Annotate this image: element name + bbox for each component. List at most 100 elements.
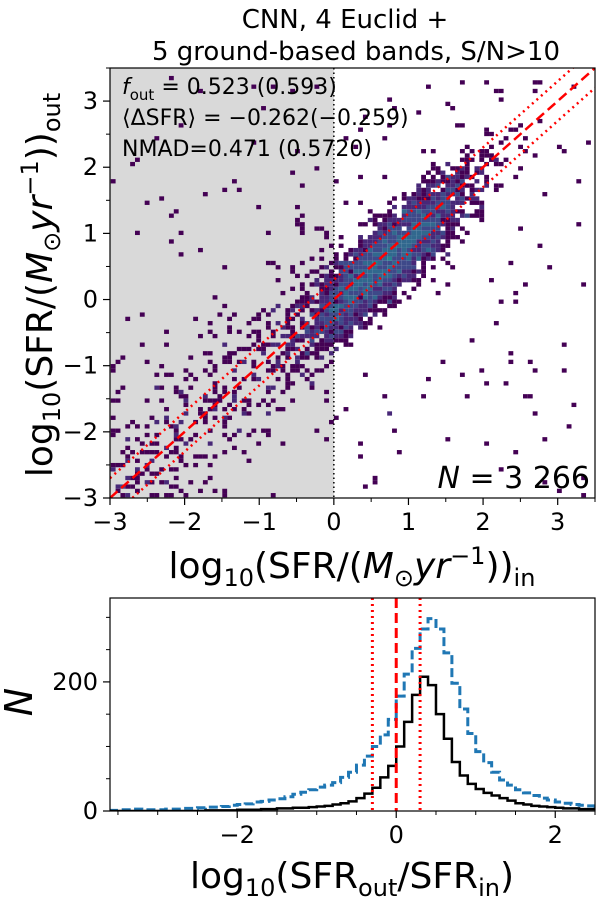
density-cell	[430, 209, 436, 214]
density-cell	[358, 295, 363, 300]
density-cell	[246, 398, 252, 403]
density-cell	[353, 282, 359, 287]
density-cell	[309, 381, 315, 386]
density-cell	[328, 329, 334, 334]
density-cell	[469, 196, 475, 201]
density-cell	[164, 419, 169, 425]
density-cell	[275, 303, 281, 309]
density-cell	[406, 239, 412, 244]
density-cell	[387, 286, 393, 291]
density-cell	[396, 235, 402, 240]
density-cell	[362, 372, 368, 377]
density-cell	[290, 364, 296, 369]
density-cell	[168, 424, 174, 429]
density-cell	[333, 290, 339, 296]
density-cell	[348, 290, 354, 296]
top-xlabel: log10(SFR/(M⊙yr−1))in	[169, 542, 536, 592]
density-cell	[275, 376, 281, 382]
density-cell	[110, 428, 116, 433]
density-cell	[421, 260, 426, 266]
density-cell	[421, 174, 426, 180]
density-cell	[416, 252, 422, 257]
density-cell	[353, 303, 359, 309]
density-cell	[411, 265, 417, 270]
density-cell	[372, 230, 378, 236]
density-cell	[537, 118, 543, 124]
density-cell	[464, 213, 470, 218]
density-cell	[265, 321, 271, 326]
density-cell	[256, 316, 262, 322]
top-ytick-label: 0	[83, 286, 98, 314]
density-cell	[319, 325, 325, 330]
density-cell	[464, 196, 470, 201]
density-cell	[290, 346, 296, 352]
density-cell	[333, 321, 339, 326]
density-cell	[445, 282, 451, 287]
density-cell	[178, 458, 184, 463]
density-cell	[265, 230, 271, 236]
density-cell	[358, 174, 363, 180]
density-cell	[338, 316, 344, 322]
density-cell	[387, 123, 393, 128]
density-cell	[425, 243, 431, 248]
density-cell	[440, 230, 446, 236]
density-cell	[304, 351, 310, 356]
density-cell	[430, 247, 436, 253]
top-xtick-label: 0	[326, 508, 341, 536]
density-cell	[125, 445, 131, 451]
density-cell	[353, 269, 359, 274]
density-cell	[382, 394, 388, 399]
density-cell	[198, 407, 203, 412]
density-cell	[411, 209, 417, 214]
density-cell	[207, 372, 213, 377]
density-cell	[343, 273, 349, 279]
density-cell	[377, 286, 383, 291]
density-cell	[450, 166, 456, 171]
density-cell	[270, 368, 276, 373]
density-cell	[299, 351, 305, 356]
density-cell	[459, 239, 465, 244]
density-cell	[484, 174, 490, 180]
density-cell	[324, 437, 329, 442]
density-cell	[459, 149, 465, 154]
density-cell	[411, 192, 417, 197]
density-cell	[348, 273, 354, 279]
density-cell	[265, 359, 271, 365]
density-cell	[290, 338, 296, 343]
density-cell	[164, 415, 169, 420]
density-cell	[484, 153, 490, 158]
density-cell	[173, 467, 179, 472]
density-cell	[372, 295, 378, 300]
density-cell	[164, 329, 169, 334]
density-cell	[227, 355, 232, 360]
density-cell	[314, 355, 320, 360]
density-cell	[314, 325, 320, 330]
density-cell	[362, 303, 368, 309]
density-cell	[445, 222, 451, 227]
density-cell	[319, 312, 325, 317]
density-cell	[459, 196, 465, 201]
density-cell	[159, 480, 165, 485]
density-cell	[343, 316, 349, 322]
density-cell	[469, 200, 475, 205]
density-cell	[164, 407, 169, 412]
density-cell	[430, 166, 436, 171]
density-cell	[455, 222, 460, 227]
density-cell	[532, 153, 538, 158]
density-cell	[348, 269, 354, 274]
density-cell	[411, 273, 417, 279]
density-cell	[469, 149, 475, 154]
density-cell	[144, 359, 150, 365]
density-cell	[425, 204, 431, 210]
density-cell	[518, 123, 523, 128]
density-cell	[212, 364, 218, 369]
density-cell	[396, 230, 402, 236]
density-cell	[445, 200, 451, 205]
density-cell	[362, 299, 368, 304]
top-ytick-label: 1	[83, 219, 98, 247]
density-cell	[425, 200, 431, 205]
density-cell	[144, 432, 150, 438]
density-cell	[222, 265, 228, 270]
density-cell	[542, 480, 548, 485]
density-cell	[198, 333, 203, 339]
